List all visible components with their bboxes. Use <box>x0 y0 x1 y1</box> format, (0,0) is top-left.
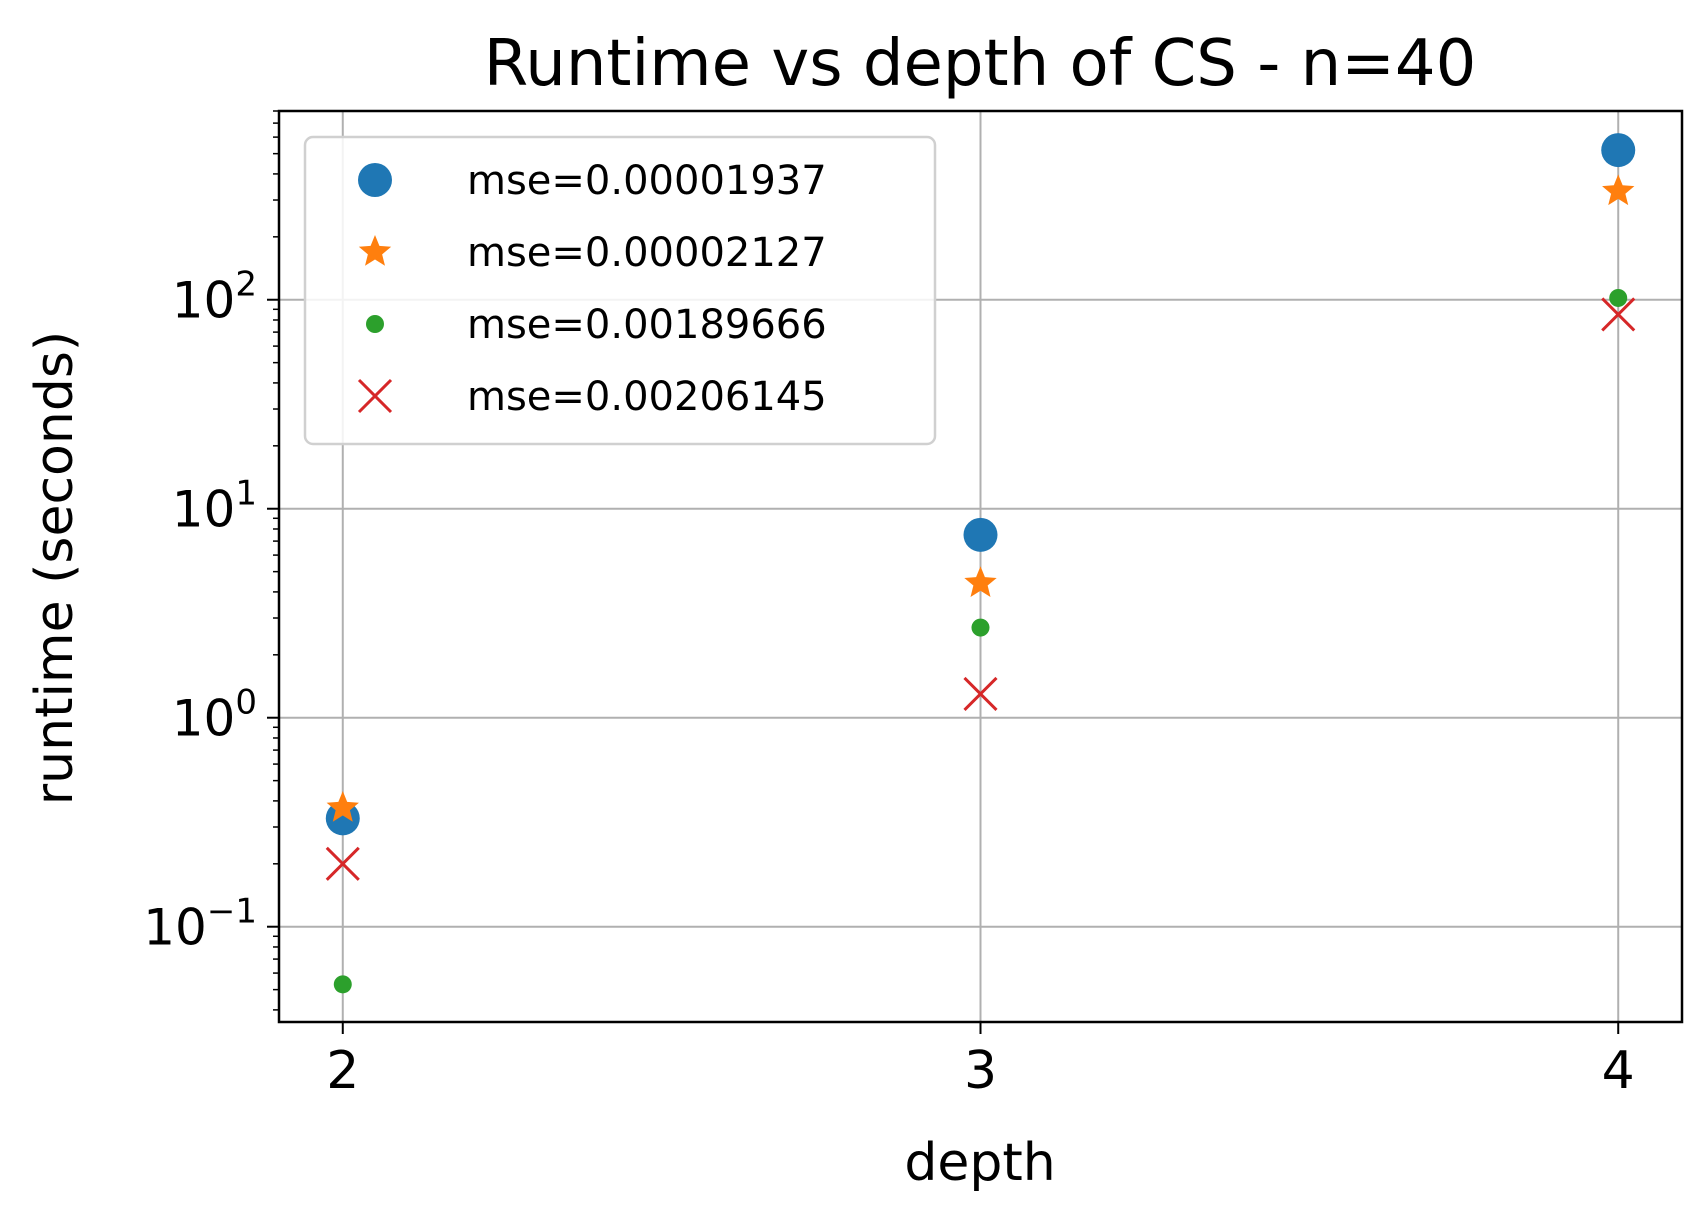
plot-area-frame <box>277 109 1684 1024</box>
x-tick-label: 2 <box>326 1041 359 1101</box>
x-tick-label: 4 <box>1602 1041 1635 1101</box>
data-point <box>964 566 997 597</box>
y-tick-label: 102 <box>172 265 257 330</box>
y-axis-label: runtime (seconds) <box>25 331 85 805</box>
data-point <box>326 790 359 822</box>
data-point <box>1601 133 1636 168</box>
data-point <box>333 975 352 994</box>
legend-marker <box>366 315 384 333</box>
data-point <box>1601 297 1636 332</box>
legend-label: mse=0.00189666 <box>467 302 827 348</box>
legend-label: mse=0.00001937 <box>467 158 827 204</box>
chart-title: Runtime vs depth of CS - n=40 <box>484 27 1477 101</box>
legend-marker <box>358 163 392 197</box>
data-point <box>1602 174 1635 206</box>
series-4 <box>325 297 1636 881</box>
axis-ticks: 2 3 4 10−1 100 101 102 <box>143 110 1635 1101</box>
legend-label: mse=0.00206145 <box>467 374 827 420</box>
data-point <box>963 676 998 711</box>
legend-box <box>303 135 937 446</box>
data-point <box>1609 288 1628 307</box>
data-point <box>963 517 998 552</box>
legend-marker <box>358 235 392 266</box>
y-tick-label: 10−1 <box>143 892 257 957</box>
legend-marker <box>357 378 393 414</box>
data-point <box>971 618 990 637</box>
legend: mse=0.00001937 mse=0.00002127 mse=0.001896… <box>303 135 937 446</box>
series-3 <box>333 288 1628 994</box>
series-2 <box>326 174 1635 822</box>
data-point <box>325 801 360 836</box>
y-tick-label: 100 <box>172 683 257 748</box>
series-1 <box>325 133 1636 836</box>
data-point <box>325 846 360 881</box>
data-points <box>325 133 1636 994</box>
x-tick-label: 3 <box>964 1041 997 1101</box>
y-tick-label: 101 <box>172 474 257 539</box>
legend-label: mse=0.00002127 <box>467 230 827 276</box>
x-axis-label: depth <box>904 1133 1055 1193</box>
